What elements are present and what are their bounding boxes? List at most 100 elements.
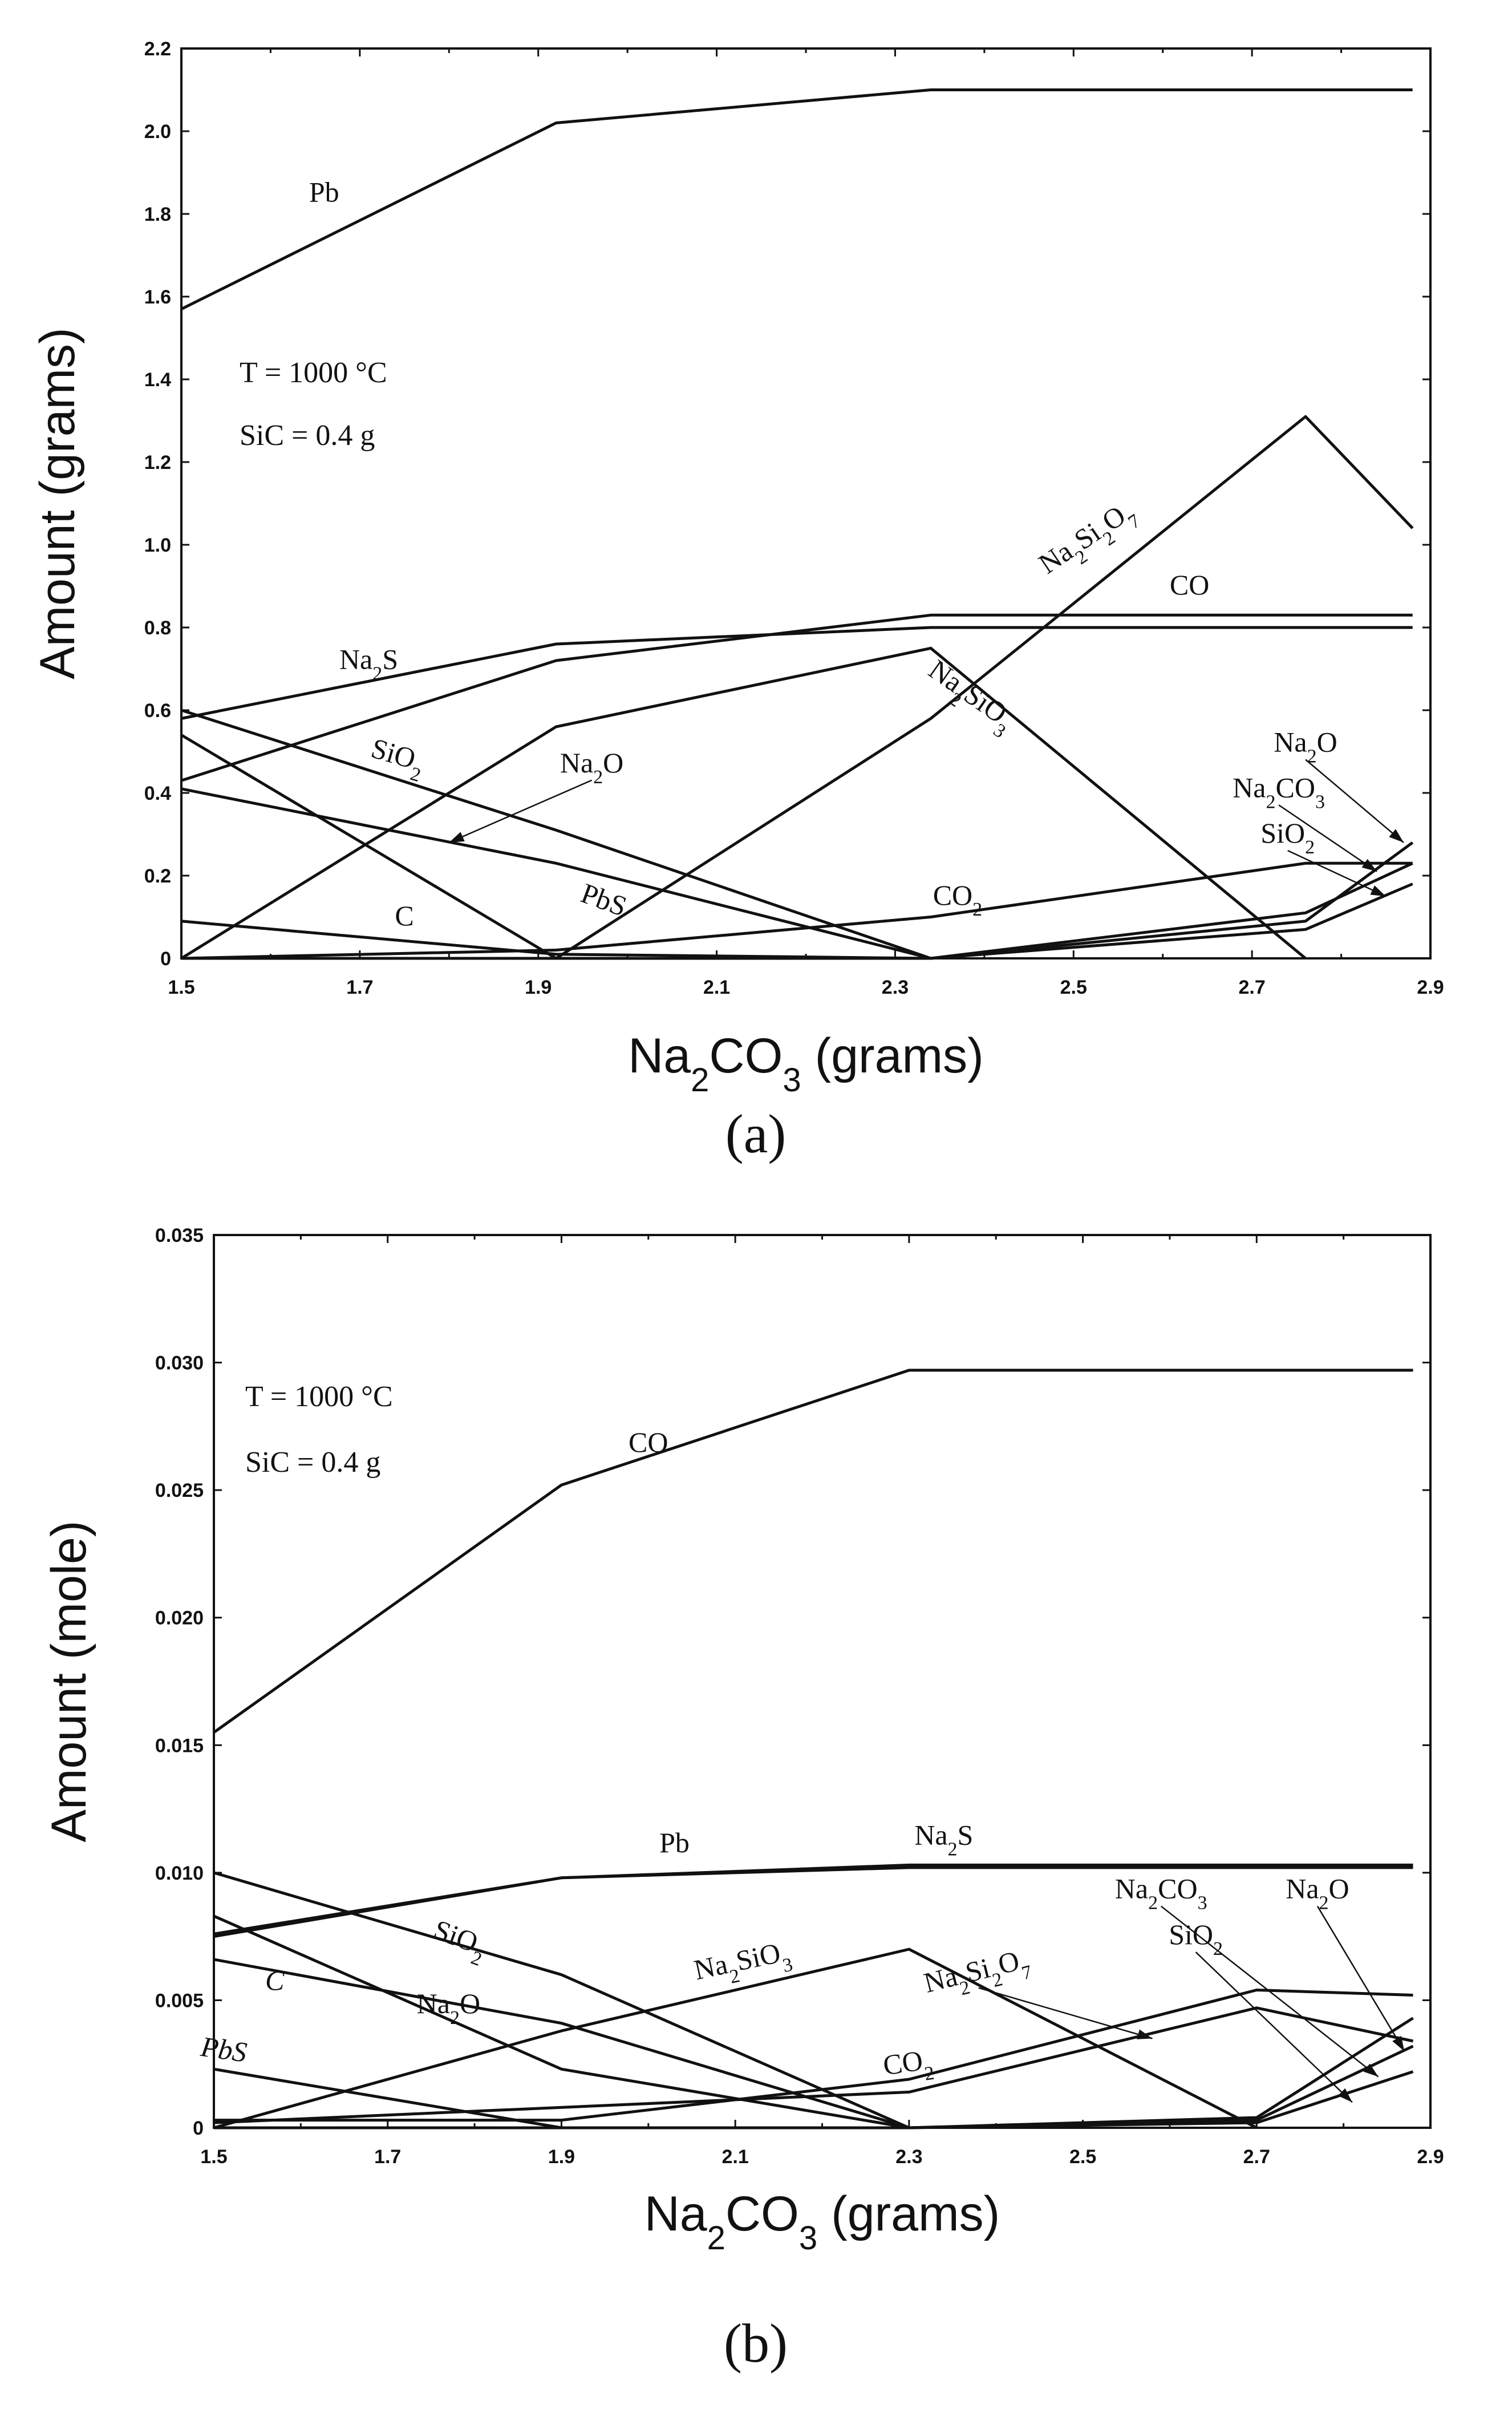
series-line-pb xyxy=(180,88,1413,311)
y-tick-label: 0.035 xyxy=(155,1225,204,1246)
series-label-na2o: Na2O xyxy=(1274,726,1337,767)
arrow-head xyxy=(1392,2035,1405,2051)
x-tick-label: 2.1 xyxy=(722,2146,749,2168)
series-label-na2si2o7: Na2Si2O7 xyxy=(1033,493,1144,587)
series-label-c: C xyxy=(395,900,414,932)
x-axis-label: Na2CO3 (grams) xyxy=(628,1029,984,1099)
y-tick-label: 0.2 xyxy=(144,865,171,887)
label-arrow xyxy=(1160,1905,1379,2078)
series-label-na2co3: Na2CO3 xyxy=(1233,771,1325,812)
arrow-head xyxy=(449,832,465,843)
y-tick-label: 0.015 xyxy=(155,1735,204,1756)
label-arrow xyxy=(1278,804,1377,872)
series-label-na2o: Na2O xyxy=(417,1987,480,2029)
y-tick-label: 0.020 xyxy=(155,1608,204,1629)
y-tick-label: 1.6 xyxy=(144,286,171,308)
x-tick-label: 2.9 xyxy=(1417,977,1444,998)
series-line-na2si2o7 xyxy=(181,415,1414,960)
y-tick-label: 0.030 xyxy=(155,1353,204,1374)
label-arrow xyxy=(1305,759,1404,843)
series-line-co xyxy=(213,1369,1413,1734)
arrow-head xyxy=(1136,2029,1153,2039)
series-line-na2s xyxy=(181,626,1413,720)
x-tick-label: 2.5 xyxy=(1069,2146,1096,2168)
x-tick-label: 1.5 xyxy=(168,977,194,998)
series-label-co2: CO2 xyxy=(933,879,982,920)
y-tick-label: 1.0 xyxy=(144,535,171,556)
y-axis-label: Amount (mole) xyxy=(42,1521,96,1843)
x-axis-label: Na2CO3 (grams) xyxy=(644,2187,1000,2257)
arrow-head xyxy=(1389,829,1404,843)
sic-annotation: SiC = 0.4 g xyxy=(245,1446,380,1479)
series-label-c: C xyxy=(265,1965,285,1997)
series-line-co2 xyxy=(214,1989,1413,2122)
y-tick-label: 0.8 xyxy=(144,617,171,639)
figure-caption: (a) xyxy=(725,1103,787,1164)
y-tick-label: 0.025 xyxy=(155,1480,204,1501)
series-line-na2sio3 xyxy=(180,646,1307,960)
label-arrow xyxy=(978,1987,1153,2039)
series-line-pbs xyxy=(180,734,931,960)
series-label-co: CO xyxy=(1170,569,1209,601)
chart-panel-b: 1.5 1.7 1.9 2.1 2.3 2.5 2.7 2.9 0 0.005 0.010 0.015… xyxy=(42,1225,1444,2374)
series-label-sio2: SiO2 xyxy=(1169,1918,1223,1959)
arrow-head xyxy=(1337,2088,1352,2103)
y-tick-label: 0.010 xyxy=(155,1863,204,1884)
series-label-pb: Pb xyxy=(659,1827,690,1859)
y-tick-label: 2.2 xyxy=(144,38,171,60)
y-tick-label: 0.005 xyxy=(155,1990,204,2011)
figure-caption: (b) xyxy=(724,2313,788,2374)
x-tick-label: 2.3 xyxy=(882,977,909,998)
x-tick-label: 1.5 xyxy=(200,2146,227,2168)
y-tick-label: 0 xyxy=(193,2118,204,2139)
label-arrow xyxy=(1287,849,1387,897)
x-tick-label: 2.3 xyxy=(895,2146,922,2168)
y-tick-label: 1.4 xyxy=(144,369,171,391)
label-arrow xyxy=(1316,1905,1405,2052)
series-label-sio2: SiO2 xyxy=(427,1913,492,1970)
label-arrow xyxy=(1195,1952,1353,2103)
series-label-na2sio3: Na2SiO3 xyxy=(691,1934,794,1994)
arrow-head xyxy=(1363,2063,1379,2077)
series-label-pbs: PbS xyxy=(198,2030,249,2068)
temperature-annotation: T = 1000 °C xyxy=(240,357,387,389)
series-label-na2o: Na2O xyxy=(1286,1873,1349,1914)
sic-annotation: SiC = 0.4 g xyxy=(240,419,375,452)
series-line-na2s xyxy=(213,1863,1413,1936)
y-axis-label: Amount (grams) xyxy=(30,327,85,679)
series-line-sio2 xyxy=(181,708,1413,960)
series-label-na2co3: Na2CO3 xyxy=(1115,1873,1207,1914)
series-label-na2o: Na2O xyxy=(560,747,623,788)
label-arrow xyxy=(448,779,593,844)
y-tick-label: 0.6 xyxy=(144,700,171,722)
y-tick-label: 0.4 xyxy=(144,783,171,804)
series-label-na2sio3: Na2SiO3 xyxy=(918,653,1021,742)
y-tick-label: 1.2 xyxy=(144,452,171,473)
chart-panel-a: 1.5 1.7 1.9 2.1 2.3 2.5 2.7 2.9 0 0.2 0.4 0.6 0.8 1.0… xyxy=(30,38,1444,1164)
x-tick-label: 1.9 xyxy=(525,977,552,998)
series-label-co: CO xyxy=(629,1426,668,1458)
series-label-na2s: Na2S xyxy=(914,1819,973,1860)
series-label-co2: CO2 xyxy=(881,2043,936,2090)
x-tick-label: 2.9 xyxy=(1417,2146,1444,2168)
x-tick-label: 1.7 xyxy=(374,2146,401,2168)
arrow-head xyxy=(1361,859,1377,872)
x-tick-label: 2.5 xyxy=(1060,977,1087,998)
plot-frame xyxy=(180,47,1432,959)
series-line-na2co3 xyxy=(214,2070,1414,2129)
y-tick-label: 0 xyxy=(160,948,171,970)
x-tick-label: 2.7 xyxy=(1243,2146,1270,2168)
series-label-pb: Pb xyxy=(309,176,339,208)
arrow-head xyxy=(1370,885,1386,897)
temperature-annotation: T = 1000 °C xyxy=(245,1380,393,1413)
y-tick-label: 1.8 xyxy=(144,204,171,225)
series-line-na2sio3 xyxy=(213,1948,1258,2129)
series-line-co2 xyxy=(181,861,1413,960)
x-tick-label: 1.9 xyxy=(548,2146,575,2168)
x-tick-label: 2.1 xyxy=(703,977,730,998)
x-tick-label: 1.7 xyxy=(346,977,373,998)
series-line-c xyxy=(213,1958,910,2129)
series-line-na2si2o7 xyxy=(213,2006,1414,2124)
y-tick-label: 2.0 xyxy=(144,121,171,143)
